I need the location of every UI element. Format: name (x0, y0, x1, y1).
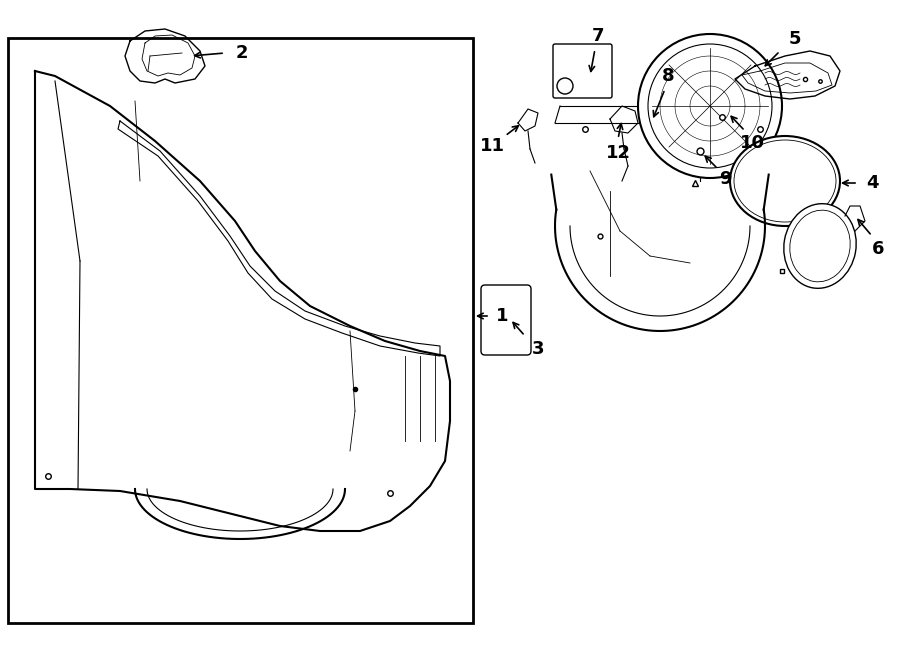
Circle shape (557, 78, 573, 94)
FancyBboxPatch shape (481, 285, 531, 355)
Text: 9: 9 (719, 170, 731, 188)
Text: 10: 10 (740, 134, 764, 152)
Ellipse shape (790, 210, 850, 282)
Text: 2: 2 (236, 44, 248, 62)
Ellipse shape (734, 140, 836, 222)
Ellipse shape (784, 204, 856, 288)
Text: 3: 3 (532, 340, 544, 358)
Text: 11: 11 (480, 137, 505, 155)
Circle shape (638, 34, 782, 178)
Text: 4: 4 (866, 174, 878, 192)
Text: 5: 5 (788, 30, 801, 48)
FancyBboxPatch shape (553, 44, 612, 98)
Text: 1: 1 (496, 307, 508, 325)
Text: 7: 7 (592, 27, 604, 45)
Text: 8: 8 (662, 67, 674, 85)
Ellipse shape (730, 136, 840, 226)
Text: 6: 6 (872, 240, 884, 258)
Bar (8, 38, 473, 623)
Circle shape (648, 44, 772, 168)
Text: 12: 12 (606, 144, 631, 162)
